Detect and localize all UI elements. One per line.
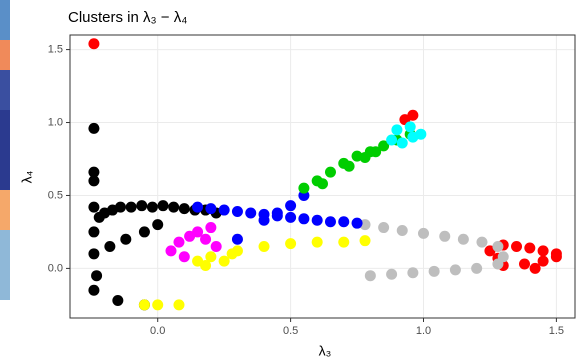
point [205,222,216,233]
point [139,226,150,237]
y-tick-label: 1.5 [48,43,63,55]
point [298,213,309,224]
point [317,178,328,189]
point [378,222,389,233]
point [179,251,190,262]
point [232,234,243,245]
point [104,241,115,252]
point [285,200,296,211]
point [429,266,440,277]
point [471,263,482,274]
point [168,202,179,213]
point [152,299,163,310]
point [365,270,376,281]
point [524,242,535,253]
point [498,251,509,262]
point [88,38,99,49]
point [88,226,99,237]
point [126,202,137,213]
point [538,245,549,256]
point [88,175,99,186]
x-axis-label: λ₃ [319,343,332,359]
point [519,259,530,270]
point [192,202,203,213]
point [370,146,381,157]
x-tick-label: 1.5 [549,325,564,337]
point [360,235,371,246]
point [88,202,99,213]
point [352,218,363,229]
point [492,241,503,252]
point [115,202,126,213]
chart: Clusters in λ₃ − λ₄ λ₃ λ₄ 0.0 0.5 1.0 1.5 0.… [0,0,581,362]
point [530,263,541,274]
point [88,248,99,259]
x-tick-label: 0.5 [283,325,298,337]
point [325,216,336,227]
point [450,264,461,275]
point [418,228,429,239]
point [285,212,296,223]
point [245,207,256,218]
point [120,234,131,245]
point [338,216,349,227]
point [439,231,450,242]
point [386,269,397,280]
point [344,161,355,172]
point [158,200,169,211]
point [173,299,184,310]
point [458,234,469,245]
point [179,203,190,214]
cropped-image-strip [0,0,10,300]
point [338,237,349,248]
panel [70,35,575,318]
chart-title: Clusters in λ₃ − λ₄ [68,9,187,26]
point [88,285,99,296]
point [200,234,211,245]
point [360,152,371,163]
point [405,121,416,132]
y-tick-label: 1.0 [48,116,63,128]
y-tick-label: 0.5 [48,189,63,201]
point [312,237,323,248]
point [88,123,99,134]
point [91,270,102,281]
point [391,124,402,135]
point [285,238,296,249]
point [152,219,163,230]
point [211,241,222,252]
y-axis-label: λ₄ [19,170,35,183]
point [232,206,243,217]
x-tick-label: 1.0 [416,325,431,337]
point [200,260,211,271]
x-tick-label: 0.0 [150,325,165,337]
y-tick-label: 0.0 [48,262,63,274]
point [219,205,230,216]
point [227,248,238,259]
point [511,241,522,252]
point [139,299,150,310]
point [136,200,147,211]
point [551,248,562,259]
point [407,110,418,121]
point [476,237,487,248]
point [112,295,123,306]
point [272,207,283,218]
point [166,245,177,256]
point [415,129,426,140]
point [386,135,397,146]
point [407,267,418,278]
point [397,137,408,148]
point [173,237,184,248]
point [312,215,323,226]
point [325,167,336,178]
point [259,215,270,226]
point [259,241,270,252]
point [298,183,309,194]
point [205,203,216,214]
point [397,225,408,236]
point [147,202,158,213]
